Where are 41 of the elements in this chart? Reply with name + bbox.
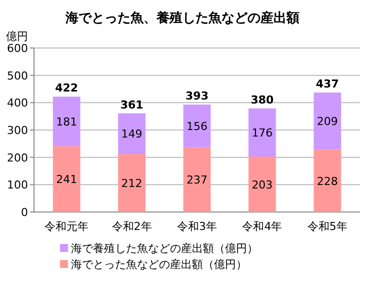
- bar: [314, 92, 342, 150]
- bar: [248, 108, 276, 157]
- x-tick-label: 令和4年: [242, 220, 282, 233]
- y-tick-label: 100: [7, 178, 28, 192]
- data-label: 203: [252, 178, 273, 192]
- data-label: 149: [121, 128, 142, 141]
- data-label: 241: [56, 173, 78, 186]
- bar: [52, 96, 80, 146]
- y-tick-label: 0: [21, 206, 28, 219]
- x-tick-label: 令和2年: [112, 220, 152, 233]
- data-label: 156: [186, 120, 208, 133]
- total-label: 422: [55, 82, 78, 95]
- total-label: 393: [186, 90, 208, 103]
- total-label: 437: [316, 78, 339, 91]
- x-tick-label: 令和3年: [177, 220, 217, 233]
- legend-label: 海で養殖した魚などの産出額（億円）: [71, 242, 258, 255]
- bar: [52, 146, 80, 212]
- bar: [183, 147, 211, 212]
- legend-label: 海でとった魚などの産出額（億円）: [71, 258, 247, 271]
- y-tick-label: 500: [7, 69, 28, 82]
- total-label: 361: [120, 98, 144, 112]
- data-label: 228: [316, 174, 338, 188]
- bar: [314, 150, 342, 212]
- data-label: 237: [186, 174, 208, 187]
- y-tick-label: 300: [7, 124, 28, 137]
- total-label: 380: [250, 93, 274, 106]
- bar: [118, 154, 146, 212]
- y-axis-title: 億円: [6, 30, 28, 43]
- bar: [118, 113, 146, 154]
- y-tick-label: 600: [7, 42, 28, 55]
- data-label: 212: [121, 177, 142, 190]
- x-tick-label: 令和5年: [307, 220, 348, 233]
- bar: [248, 156, 276, 212]
- data-label: 176: [252, 126, 273, 140]
- data-label: 209: [316, 115, 338, 128]
- chart-title: 海でとった魚、養殖した魚などの産出額: [64, 10, 300, 26]
- y-tick-label: 200: [7, 151, 28, 164]
- y-tick-label: 400: [7, 96, 28, 110]
- data-label: 181: [56, 115, 78, 128]
- bar: [183, 104, 211, 148]
- x-tick-label: 令和元年: [44, 220, 89, 233]
